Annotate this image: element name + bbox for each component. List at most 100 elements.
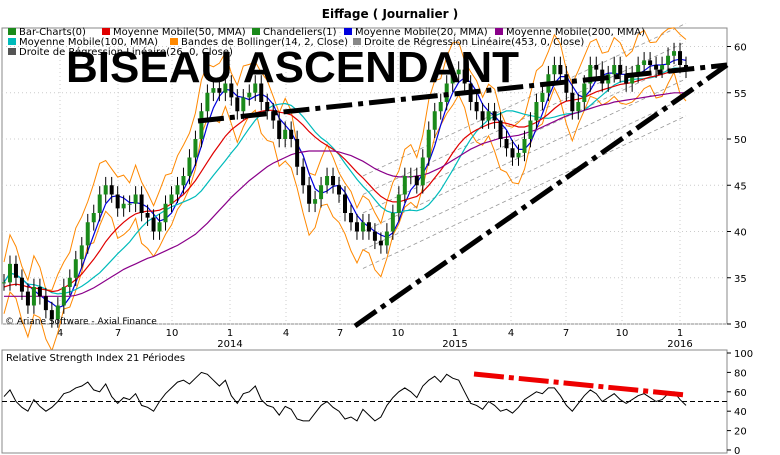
x-tick-label: 1 xyxy=(452,328,458,339)
price-candle xyxy=(217,88,222,93)
price-candle xyxy=(426,129,431,158)
price-candle xyxy=(462,69,467,84)
price-candle xyxy=(612,65,617,75)
legend-label: Chandeliers(1) xyxy=(263,27,337,38)
price-candle xyxy=(480,111,485,121)
x-tick-label: 7 xyxy=(115,328,121,339)
series-layer xyxy=(2,23,688,352)
price-candle xyxy=(408,176,413,177)
price-candle xyxy=(366,222,371,232)
price-candle xyxy=(271,111,276,121)
y-tick-label: 45 xyxy=(734,181,747,192)
price-candle xyxy=(456,69,461,75)
x-tick-label: 4 xyxy=(283,328,289,339)
price-candle xyxy=(193,139,198,158)
price-candle xyxy=(474,102,479,112)
price-candle xyxy=(642,60,647,65)
price-candle xyxy=(265,102,270,112)
price-candle xyxy=(235,97,240,112)
price-candle xyxy=(624,74,629,84)
legend-label: Moyenne Mobile(100, MMA) xyxy=(19,37,158,48)
price-candle xyxy=(175,185,180,195)
price-candle xyxy=(49,310,54,320)
legend-swatch xyxy=(344,28,352,35)
price-candle xyxy=(13,263,18,278)
price-candle xyxy=(390,213,395,232)
legend: Bar-Charts(0) Moyenne Mobile(50, MMA) Chan… xyxy=(8,27,645,58)
price-candle xyxy=(19,277,24,292)
price-candle xyxy=(115,194,120,209)
price-candle xyxy=(73,259,78,278)
rsi-y-tick-label: 0 xyxy=(734,446,740,455)
price-candle xyxy=(79,245,84,260)
legend-label: Moyenne Mobile(50, MMA) xyxy=(113,27,246,38)
price-candle xyxy=(205,92,210,112)
price-candle xyxy=(570,92,575,112)
legend-swatch xyxy=(252,28,260,35)
price-candle xyxy=(37,287,42,297)
rsi-title: Relative Strength Index 21 Périodes xyxy=(6,352,185,364)
price-candle xyxy=(534,102,539,121)
regression-channel-line xyxy=(362,97,687,251)
rsi-layer xyxy=(3,371,687,422)
price-candle xyxy=(247,92,252,98)
price-candle xyxy=(151,217,156,232)
price-candle xyxy=(31,287,36,306)
price-candle xyxy=(552,65,557,75)
rsi-y-axis: 0 20 40 60 80 100 xyxy=(727,349,753,455)
price-candle xyxy=(187,157,192,176)
x-tick-label: 4 xyxy=(57,328,63,339)
price-candle xyxy=(360,222,365,232)
price-candle xyxy=(169,194,174,204)
legend-label: Droite de Régression Linéaire(26, 0, Clo… xyxy=(19,46,233,58)
y-tick-label: 35 xyxy=(734,274,747,285)
price-candle xyxy=(558,65,563,75)
price-candle xyxy=(396,194,401,213)
x-tick-label: 1 xyxy=(677,328,683,339)
x-tick-label: 10 xyxy=(166,328,179,339)
price-candle xyxy=(43,296,48,311)
y-tick-label: 60 xyxy=(734,43,747,54)
price-candle xyxy=(666,55,671,65)
price-candle xyxy=(301,166,306,186)
price-candle xyxy=(163,203,168,223)
price-candle xyxy=(229,83,234,98)
y-tick-label: 55 xyxy=(734,89,747,100)
price-candle xyxy=(438,102,443,112)
price-candle xyxy=(289,129,294,139)
bollinger-lower-line xyxy=(3,70,687,352)
price-candle xyxy=(343,194,347,213)
x-tick-label: 4 xyxy=(508,328,514,339)
rsi-y-tick-label: 80 xyxy=(734,368,747,379)
regression-channel-line xyxy=(362,115,687,269)
price-candle xyxy=(528,120,533,139)
price-candle xyxy=(402,176,407,195)
x-year-label: 2016 xyxy=(667,339,692,350)
price-candle xyxy=(211,88,216,93)
price-candle xyxy=(61,287,66,306)
price-candle xyxy=(127,203,132,205)
price-candle xyxy=(450,74,455,84)
rsi-y-tick-label: 60 xyxy=(734,388,747,399)
price-candle xyxy=(498,120,503,139)
price-candle xyxy=(25,291,30,306)
price-candle xyxy=(307,185,312,204)
price-candle xyxy=(654,65,659,70)
pattern-annotation: BISEAU ASCENDANT xyxy=(66,43,519,92)
price-candle xyxy=(2,282,6,284)
price-candle xyxy=(522,139,527,153)
price-candle xyxy=(145,213,150,218)
price-candle xyxy=(564,74,569,93)
price-candle xyxy=(630,74,635,84)
upper-wedge-line xyxy=(197,62,728,124)
price-candle xyxy=(576,102,581,112)
price-candle xyxy=(223,83,228,93)
price-candle xyxy=(540,92,545,102)
legend-swatch xyxy=(8,48,16,55)
price-candle xyxy=(121,203,126,209)
price-candle xyxy=(432,111,437,130)
x-tick-label: 7 xyxy=(563,328,569,339)
price-candle xyxy=(109,185,114,195)
